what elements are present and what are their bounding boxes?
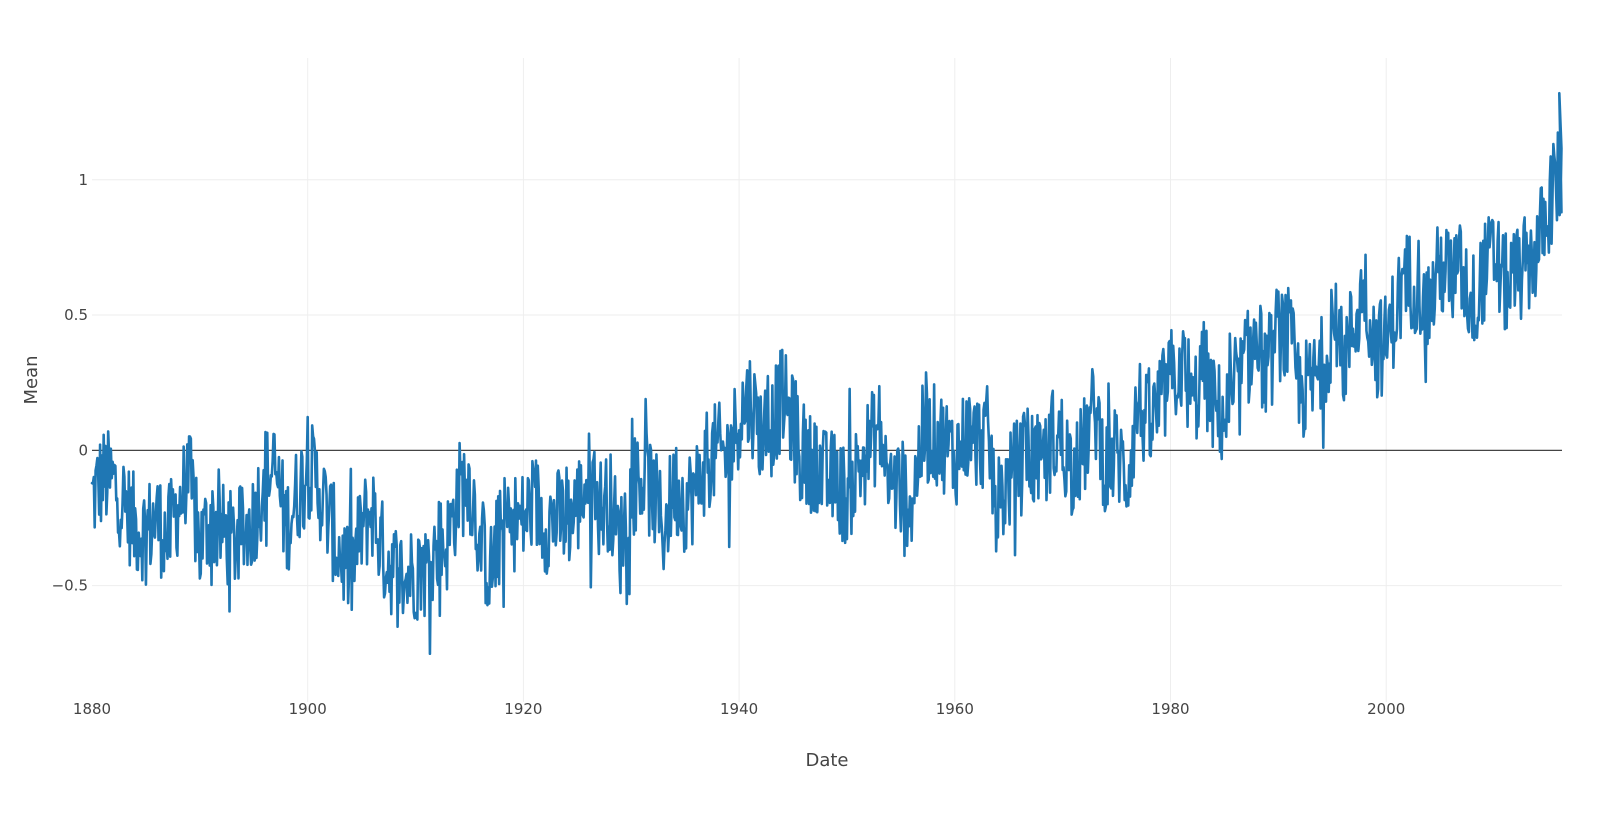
y-tick-label: 0.5 xyxy=(64,306,88,324)
x-tick-label: 1940 xyxy=(720,700,758,718)
x-axis-ticks: 1880 1900 1920 1940 1960 1980 2000 xyxy=(73,700,1405,718)
x-tick-label: 2000 xyxy=(1367,700,1405,718)
x-tick-label: 1920 xyxy=(504,700,542,718)
y-tick-label: 1 xyxy=(78,171,88,189)
x-tick-label: 1960 xyxy=(936,700,974,718)
y-tick-label: 0 xyxy=(78,441,88,459)
x-tick-label: 1980 xyxy=(1151,700,1189,718)
x-axis-title: Date xyxy=(805,750,848,771)
y-axis-title: Mean xyxy=(21,355,42,404)
x-tick-label: 1900 xyxy=(289,700,327,718)
x-tick-label: 1880 xyxy=(73,700,111,718)
y-tick-label: −0.5 xyxy=(52,577,88,595)
y-axis-ticks: −0.5 0 0.5 1 xyxy=(52,171,88,595)
series-line-mean xyxy=(90,91,1563,655)
gridlines xyxy=(92,58,1562,702)
